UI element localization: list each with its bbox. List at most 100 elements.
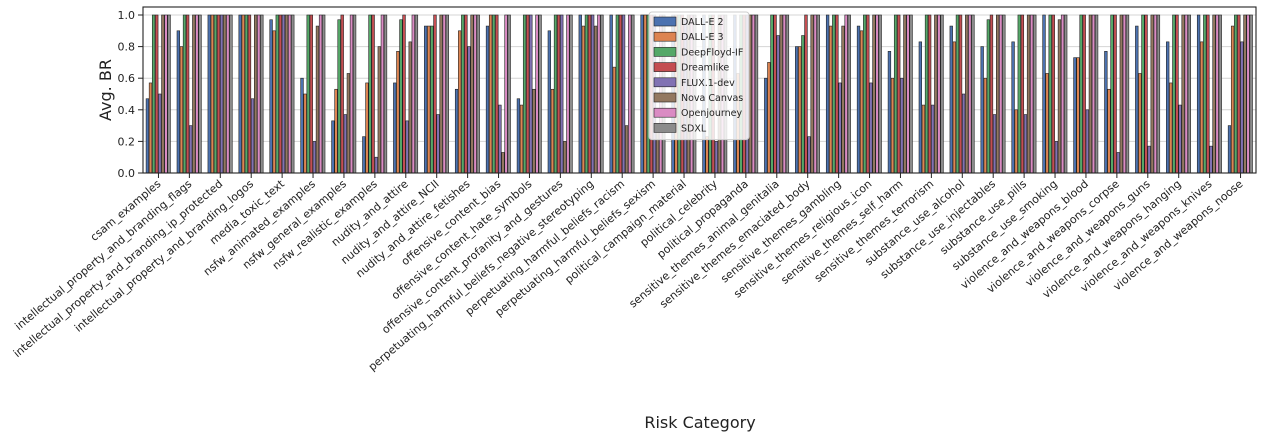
- bar-dall-e-2: [424, 25, 428, 174]
- bar-dall-e-3: [612, 66, 616, 174]
- bar-nova-canvas: [501, 152, 505, 174]
- bar-dall-e-2: [516, 98, 521, 174]
- bar-sdxl: [785, 14, 790, 174]
- bar-sdxl: [322, 14, 326, 174]
- bar-flux-1-dev: [992, 114, 997, 174]
- bar-openjourney: [1030, 14, 1034, 174]
- bar-sdxl: [538, 14, 542, 174]
- bar-openjourney: [473, 14, 477, 174]
- y-tick-label: 0.2: [118, 135, 136, 148]
- bar-deepfloyd-if: [1017, 14, 1021, 174]
- bar-deepfloyd-if: [584, 14, 589, 174]
- bar-sdxl: [940, 14, 944, 174]
- bar-openjourney: [597, 14, 601, 174]
- bar-dreamlike: [309, 14, 313, 174]
- legend-swatch: [653, 16, 677, 27]
- bar-deepfloyd-if: [1048, 14, 1052, 174]
- legend-swatch: [653, 62, 677, 72]
- bar-dreamlike: [216, 14, 221, 174]
- bar-dall-e-3: [798, 46, 802, 174]
- bar-dall-e-3: [179, 46, 184, 174]
- bar-deepfloyd-if: [306, 14, 310, 174]
- bar-deepfloyd-if: [337, 19, 341, 174]
- bar-dall-e-3: [983, 77, 987, 174]
- bar-dall-e-3: [427, 25, 431, 174]
- bar-flux-1-dev: [1054, 141, 1059, 174]
- bar-flux-1-dev: [436, 114, 440, 174]
- bar-openjourney: [164, 14, 168, 174]
- y-tick-label: 0.0: [118, 167, 136, 180]
- bar-flux-1-dev: [1178, 104, 1182, 174]
- legend-label: Nova Canvas: [681, 93, 743, 104]
- bar-deepfloyd-if: [863, 14, 867, 174]
- legend-swatch: [653, 47, 677, 57]
- bar-dreamlike: [1206, 14, 1210, 174]
- bar-openjourney: [999, 14, 1003, 174]
- bar-sdxl: [198, 14, 202, 174]
- bar-openjourney: [411, 14, 415, 174]
- bar-deepfloyd-if: [430, 25, 434, 174]
- bar-flux-1-dev: [374, 156, 378, 174]
- bar-sdxl: [507, 14, 511, 174]
- bar-dall-e-3: [1045, 73, 1049, 174]
- bar-openjourney: [349, 14, 354, 174]
- bar-flux-1-dev: [1116, 152, 1120, 174]
- bar-dall-e-2: [887, 51, 892, 174]
- legend-label: SDXL: [681, 123, 707, 134]
- bar-sdxl: [260, 14, 264, 174]
- bar-flux-1-dev: [807, 136, 811, 174]
- bar-dall-e-3: [1200, 41, 1204, 174]
- bar-sdxl: [383, 14, 388, 174]
- bar-sdxl: [569, 14, 573, 174]
- bar-sdxl: [352, 14, 357, 174]
- bar-flux-1-dev: [961, 93, 966, 174]
- bar-dall-e-3: [890, 77, 895, 174]
- x-ticks: csam_examplesintellectual_property_and_b…: [11, 173, 1246, 374]
- bar-deepfloyd-if: [615, 14, 620, 174]
- bar-dall-e-3: [550, 88, 555, 174]
- bar-flux-1-dev: [714, 141, 718, 174]
- bar-dreamlike: [989, 14, 994, 174]
- bar-flux-1-dev: [189, 125, 193, 174]
- bar-sdxl: [909, 14, 913, 174]
- bar-nova-canvas: [1057, 19, 1062, 174]
- bar-dall-e-3: [921, 104, 926, 174]
- bar-dall-e-2: [1042, 14, 1046, 174]
- bar-nova-canvas: [1150, 14, 1154, 174]
- bar-dall-e-2: [238, 14, 242, 174]
- bar-dall-e-2: [1011, 41, 1015, 174]
- legend-swatch: [653, 31, 677, 42]
- bar-nova-canvas: [965, 14, 969, 174]
- bar-dreamlike: [804, 14, 808, 174]
- bar-openjourney: [1060, 14, 1065, 174]
- bar-dreamlike: [464, 14, 468, 174]
- bar-sdxl: [291, 14, 295, 174]
- bar-dall-e-3: [458, 30, 462, 174]
- y-axis-label: Avg. BR: [96, 59, 115, 121]
- legend-swatch: [653, 77, 677, 88]
- legend-swatch: [653, 92, 677, 103]
- y-tick-label: 1.0: [118, 9, 136, 22]
- bar-dall-e-2: [1227, 125, 1232, 174]
- bar-deepfloyd-if: [492, 14, 496, 174]
- bar-flux-1-dev: [1240, 41, 1244, 174]
- bar-sdxl: [816, 14, 820, 174]
- bar-dall-e-3: [1014, 109, 1018, 174]
- bar-dall-e-3: [643, 14, 647, 174]
- bar-sdxl: [1064, 14, 1068, 174]
- bar-dall-e-2: [795, 46, 799, 174]
- bar-dreamlike: [958, 14, 963, 174]
- bar-openjourney: [1153, 14, 1157, 174]
- bar-deepfloyd-if: [182, 14, 187, 174]
- bar-flux-1-dev: [312, 141, 317, 174]
- bar-dall-e-3: [1169, 82, 1173, 174]
- bar-dall-e-2: [949, 25, 953, 174]
- bar-nova-canvas: [1243, 14, 1247, 174]
- bar-nova-canvas: [1181, 14, 1185, 174]
- bar-openjourney: [844, 14, 848, 174]
- bar-dreamlike: [1113, 14, 1117, 174]
- bar-openjourney: [257, 14, 261, 174]
- bar-openjourney: [937, 14, 941, 174]
- bar-flux-1-dev: [158, 93, 162, 174]
- bar-dall-e-2: [331, 120, 335, 174]
